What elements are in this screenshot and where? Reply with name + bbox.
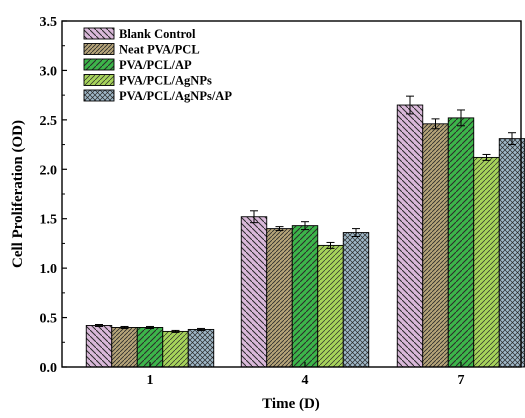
legend-label: PVA/PCL/AP [119, 58, 192, 72]
legend-label: PVA/PCL/AgNPs/AP [119, 89, 232, 103]
bar-neat-pva-pcl-day-4 [266, 228, 293, 368]
y-tick-label: 2.0 [40, 163, 58, 178]
error-bar [197, 327, 205, 331]
y-axis-label: Cell Proliferation (OD) [10, 120, 26, 268]
legend-label: Blank Control [119, 27, 196, 41]
legend-swatch [83, 43, 115, 55]
error-bar [120, 325, 129, 329]
bar-pva-pcl-agnps-day-4 [317, 244, 344, 368]
error-bar [171, 329, 180, 333]
bar-pva-pcl-ap-day-1 [136, 327, 164, 368]
bar-pva-pcl-ap-day-7 [447, 117, 475, 368]
error-bar [457, 109, 465, 127]
error-bar [352, 228, 360, 238]
error-bar [95, 323, 103, 327]
x-tick-label: 4 [302, 373, 309, 388]
bar-neat-pva-pcl-day-1 [111, 327, 138, 368]
bar-pva-pcl-ap-day-4 [291, 225, 319, 368]
bar-blank-control-day-7 [396, 104, 424, 368]
y-tick-label: 0.0 [40, 361, 58, 376]
bar-pva-pcl-agnps-day-1 [162, 330, 189, 368]
y-tick-label: 3.5 [40, 15, 58, 30]
y-tick-label: 0.5 [40, 312, 58, 327]
y-tick-label: 1.0 [40, 262, 58, 277]
y-tick-label: 3.0 [40, 64, 58, 79]
bar-blank-control-day-1 [85, 325, 113, 368]
bar-pva-pcl-agnps-day-7 [473, 156, 500, 368]
error-bar [146, 325, 154, 329]
error-bar [482, 153, 491, 161]
error-bar [250, 210, 258, 224]
bar-blank-control-day-4 [240, 216, 268, 368]
legend-swatch [83, 74, 115, 86]
error-bar [275, 226, 284, 232]
bar-pva-pcl-agnps-ap-day-4 [342, 232, 370, 368]
bar-pva-pcl-agnps-ap-day-1 [187, 328, 215, 368]
legend-item: Neat PVA/PCL [83, 43, 200, 57]
y-tick-label: 1.5 [40, 213, 58, 228]
error-bar [301, 221, 309, 231]
x-tick-label: 1 [147, 373, 154, 388]
legend-swatch [83, 89, 115, 102]
error-bar [431, 118, 440, 130]
error-bar [326, 241, 335, 249]
x-tick-label: 7 [458, 373, 465, 388]
legend-label: PVA/PCL/AgNPs [119, 74, 212, 88]
legend-label: Neat PVA/PCL [119, 43, 200, 57]
error-bar [508, 132, 516, 146]
legend-item: PVA/PCL/AgNPs [83, 74, 212, 88]
legend-swatch [83, 58, 115, 71]
bar-neat-pva-pcl-day-7 [422, 123, 449, 368]
y-tick-label: 2.5 [40, 114, 58, 129]
legend-swatch [83, 27, 115, 40]
error-bar [406, 95, 414, 115]
legend-item: PVA/PCL/AP [83, 58, 192, 72]
legend-item: Blank Control [83, 27, 196, 41]
legend-item: PVA/PCL/AgNPs/AP [83, 89, 232, 103]
x-axis-label: Time (D) [262, 396, 320, 412]
